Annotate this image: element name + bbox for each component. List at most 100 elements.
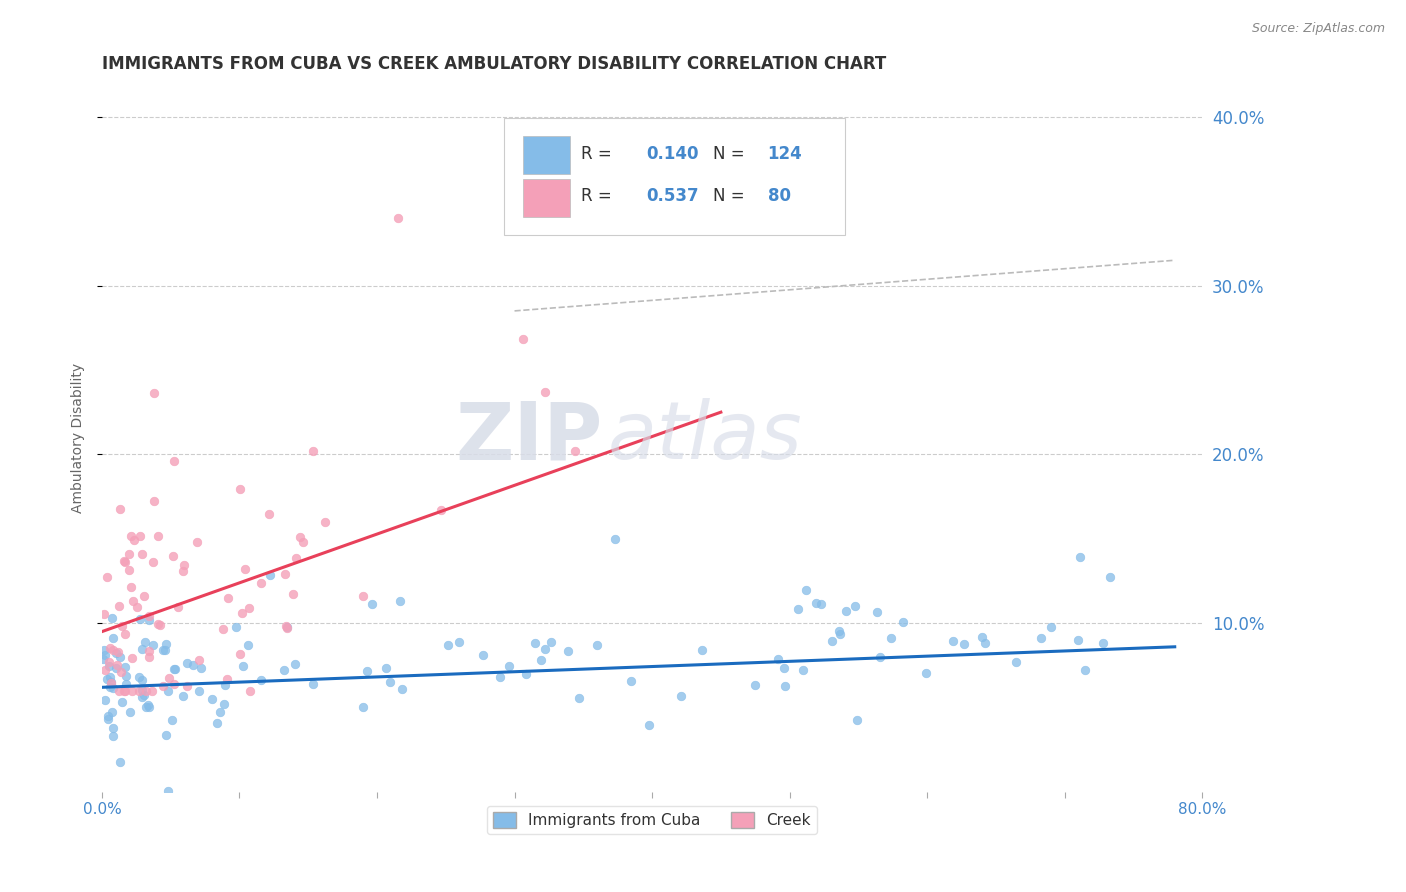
Point (190, 661, 212, 675)
Point (232, 659, 254, 673)
Text: R =: R = (581, 145, 617, 163)
Point (112, 683, 135, 698)
Point (217, 591, 239, 605)
Point (142, 639, 165, 653)
Text: 0.140: 0.140 (647, 145, 699, 163)
Point (1004, 656, 1026, 670)
Point (259, 568, 281, 582)
Point (540, 635, 562, 649)
Point (93, 648, 115, 662)
Point (773, 661, 796, 675)
Point (115, 677, 138, 691)
Point (231, 606, 253, 620)
Point (138, 613, 160, 627)
Point (138, 698, 160, 712)
Point (96, 709, 118, 723)
Point (301, 677, 323, 691)
Point (98, 680, 121, 694)
Text: N =: N = (713, 145, 749, 163)
Point (166, 600, 188, 615)
Point (568, 691, 591, 706)
Point (217, 673, 239, 687)
Point (973, 636, 995, 650)
Text: N =: N = (713, 187, 749, 205)
Point (131, 642, 153, 657)
Text: Source: ZipAtlas.com: Source: ZipAtlas.com (1251, 22, 1385, 36)
Text: 0.537: 0.537 (647, 187, 699, 205)
Point (149, 617, 172, 632)
Point (804, 596, 827, 610)
Point (238, 601, 260, 615)
Point (93, 642, 115, 657)
Point (155, 728, 177, 742)
Point (233, 562, 256, 576)
Point (250, 576, 273, 591)
Point (288, 530, 311, 544)
Point (141, 683, 163, 698)
Point (387, 211, 409, 225)
Point (225, 619, 247, 633)
Point (100, 674, 122, 689)
Point (314, 515, 336, 529)
Point (134, 689, 156, 703)
Point (138, 649, 160, 664)
Point (437, 638, 460, 652)
Point (163, 677, 186, 691)
Point (142, 385, 165, 400)
Point (131, 547, 153, 561)
Point (352, 700, 374, 714)
Point (391, 681, 413, 696)
Point (429, 503, 451, 517)
Point (121, 650, 143, 665)
Point (766, 652, 789, 666)
Point (284, 657, 307, 671)
Point (114, 555, 136, 569)
Point (97, 655, 120, 669)
Point (101, 611, 124, 625)
Point (1069, 549, 1091, 564)
Point (274, 566, 297, 581)
Point (128, 683, 150, 698)
Point (101, 631, 124, 645)
Point (181, 658, 204, 673)
Point (512, 332, 534, 346)
Point (205, 716, 228, 731)
Point (792, 663, 814, 677)
Point (214, 678, 236, 692)
Point (620, 674, 643, 689)
Point (146, 528, 169, 542)
Point (970, 631, 993, 645)
Point (163, 662, 186, 676)
Point (157, 684, 180, 698)
Point (533, 384, 555, 399)
Point (98, 670, 121, 684)
Point (105, 661, 128, 675)
Point (163, 662, 186, 676)
Point (120, 529, 142, 543)
Point (603, 533, 626, 547)
Point (114, 627, 136, 641)
Point (292, 535, 315, 549)
Point (101, 643, 124, 657)
Point (138, 609, 160, 624)
Point (276, 618, 298, 632)
Point (111, 619, 134, 633)
Point (128, 529, 150, 543)
Point (124, 533, 146, 548)
Point (638, 718, 661, 732)
Point (132, 589, 155, 603)
Point (120, 581, 142, 595)
Point (162, 549, 184, 563)
Point (1098, 569, 1121, 583)
Point (787, 601, 810, 615)
Point (498, 659, 520, 673)
Point (101, 705, 124, 719)
Point (162, 714, 184, 728)
Point (148, 616, 170, 631)
Point (828, 624, 851, 639)
Point (125, 600, 148, 615)
Text: ZIP: ZIP (456, 399, 603, 476)
Point (155, 636, 177, 650)
Point (157, 671, 180, 685)
Point (100, 675, 122, 690)
